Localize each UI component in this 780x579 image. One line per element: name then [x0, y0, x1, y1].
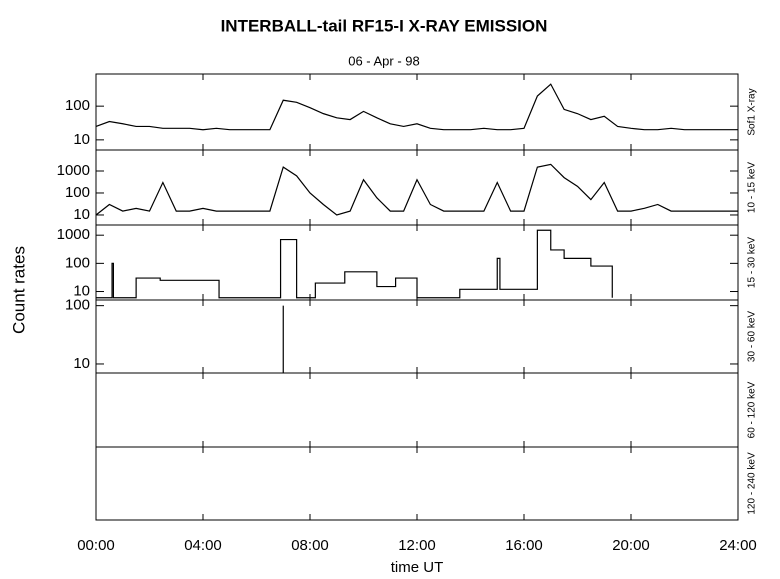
x-tick-label: 12:00 — [398, 537, 436, 554]
panel-label: 60 - 120 keV — [747, 381, 758, 438]
panel-label: 10 - 15 keV — [747, 162, 758, 213]
y-axis-label: Count rates — [9, 246, 28, 334]
y-tick-label: 100 — [65, 297, 90, 314]
y-tick-label: 1000 — [57, 162, 90, 179]
y-tick-label: 1000 — [57, 226, 90, 243]
panel-frame — [95, 372, 739, 448]
x-tick-label: 20:00 — [612, 537, 650, 554]
x-tick-label: 00:00 — [77, 537, 115, 554]
panel-frame — [95, 73, 739, 151]
panel-frame — [95, 149, 739, 226]
x-axis-label: time UT — [391, 559, 444, 576]
panel-label: Sof1 X-ray — [747, 88, 758, 135]
x-tick-label: 04:00 — [184, 537, 222, 554]
panel-label: 120 - 240 keV — [747, 452, 758, 515]
y-tick-label: 10 — [73, 282, 90, 299]
y-tick-label: 100 — [65, 97, 90, 114]
panel-label: 15 - 30 keV — [747, 237, 758, 288]
chart-subtitle: 06 - Apr - 98 — [348, 53, 420, 68]
x-tick-label: 16:00 — [505, 537, 543, 554]
y-tick-label: 100 — [65, 184, 90, 201]
x-tick-label: 24:00 — [719, 537, 757, 554]
x-tick-label: 08:00 — [291, 537, 329, 554]
data-line — [96, 229, 613, 299]
panel-label: 30 - 60 keV — [747, 311, 758, 362]
data-line — [95, 83, 738, 131]
panel-frame — [95, 446, 739, 521]
y-tick-label: 10 — [73, 206, 90, 223]
y-tick-label: 10 — [73, 355, 90, 372]
y-tick-label: 100 — [65, 254, 90, 271]
chart-title: INTERBALL-tail RF15-I X-RAY EMISSION — [221, 16, 548, 35]
panel-frame — [95, 299, 739, 374]
data-line — [95, 163, 738, 216]
y-tick-label: 10 — [73, 131, 90, 148]
